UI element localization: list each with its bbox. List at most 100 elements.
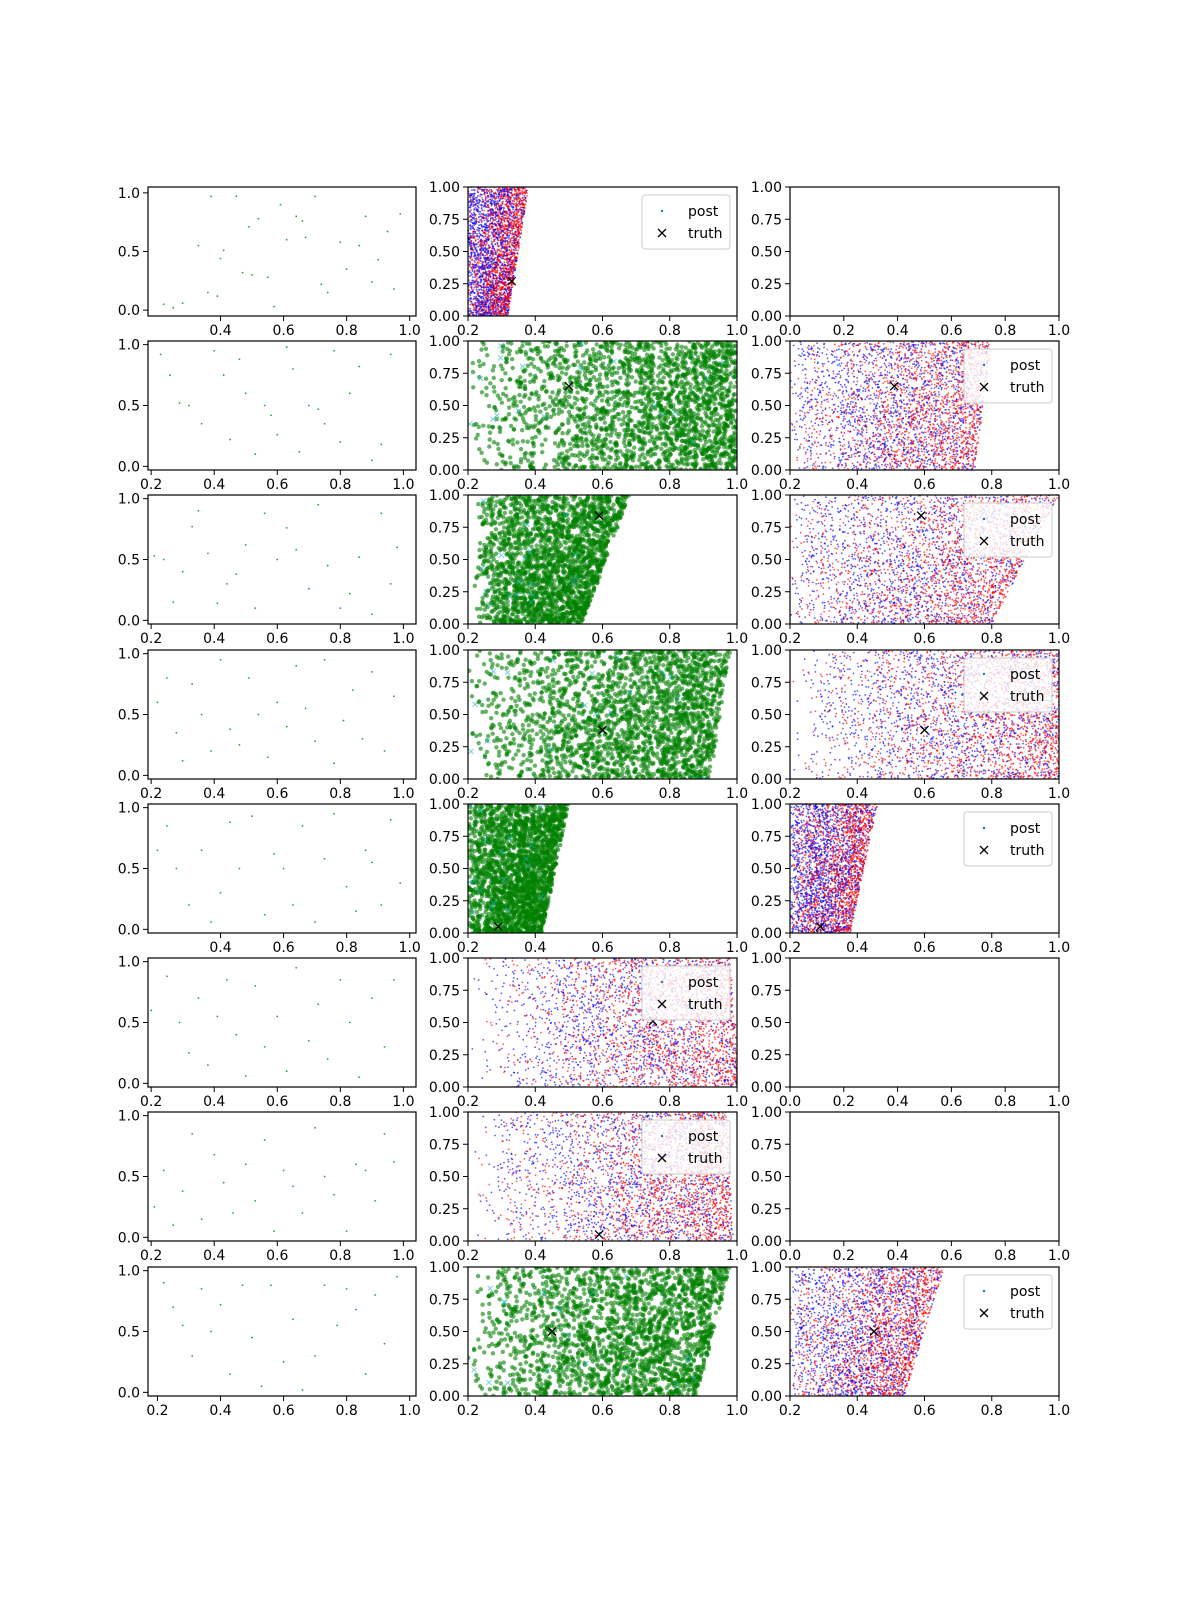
posterior-point — [482, 309, 485, 311]
posterior-point — [506, 298, 509, 301]
posterior-point — [497, 311, 500, 314]
posterior-point — [513, 252, 516, 254]
sample-point — [705, 406, 710, 412]
sample-point — [660, 357, 665, 363]
sample-point — [712, 445, 717, 450]
posterior-point — [496, 195, 498, 198]
sample-point — [657, 355, 662, 360]
posterior-point — [471, 268, 474, 271]
posterior-point — [495, 196, 497, 199]
posterior-point — [490, 190, 493, 193]
posterior-point — [500, 221, 502, 224]
posterior-point — [473, 192, 476, 195]
posterior-point — [508, 293, 510, 296]
posterior-point — [504, 225, 507, 228]
posterior-point — [477, 300, 480, 303]
posterior-point — [491, 255, 494, 258]
sample-point — [520, 343, 525, 349]
posterior-point — [482, 266, 484, 269]
posterior-point — [519, 206, 522, 209]
posterior-point — [493, 204, 496, 207]
sample-point — [522, 383, 528, 389]
data-point — [301, 220, 304, 222]
posterior-point — [477, 254, 480, 257]
posterior-point — [510, 192, 512, 195]
sample-point — [484, 353, 490, 358]
posterior-point — [469, 260, 471, 263]
sample-point — [477, 446, 482, 452]
posterior-point — [487, 196, 489, 199]
sample-point — [650, 399, 656, 405]
posterior-point — [501, 283, 504, 285]
posterior-point — [480, 207, 483, 210]
posterior-point — [510, 221, 513, 224]
posterior-point — [491, 311, 494, 314]
sample-point — [535, 404, 541, 409]
posterior-point — [517, 228, 519, 231]
posterior-point — [508, 269, 511, 272]
posterior-point — [492, 219, 495, 222]
posterior-point — [488, 192, 491, 194]
posterior-point — [495, 204, 498, 207]
posterior-point — [470, 240, 473, 242]
posterior-point — [502, 195, 505, 198]
posterior-point — [495, 233, 498, 235]
posterior-point — [506, 271, 509, 274]
posterior-point — [504, 287, 507, 290]
posterior-point — [499, 205, 502, 208]
posterior-point — [507, 227, 510, 230]
posterior-point — [507, 302, 510, 305]
sample-point — [522, 419, 527, 425]
posterior-point — [495, 265, 498, 268]
sample-point — [623, 342, 628, 348]
posterior-point — [499, 273, 502, 276]
sample-point — [567, 394, 572, 400]
sample-point — [699, 423, 705, 429]
posterior-point — [492, 196, 495, 199]
posterior-point — [494, 289, 497, 292]
sample-point — [525, 458, 531, 463]
posterior-point — [524, 199, 527, 202]
posterior-point — [469, 248, 472, 251]
posterior-point — [475, 200, 478, 203]
sample-point — [654, 424, 659, 429]
posterior-point — [504, 196, 507, 198]
sample-point — [623, 444, 628, 449]
data-point — [263, 404, 266, 407]
posterior-point — [507, 279, 509, 282]
sample-point — [706, 433, 712, 438]
posterior-point — [474, 284, 476, 286]
posterior-point — [470, 254, 473, 256]
posterior-point — [481, 264, 484, 267]
posterior-point — [477, 286, 480, 288]
posterior-point — [503, 193, 506, 196]
sample-point — [646, 400, 652, 405]
posterior-point — [471, 225, 474, 228]
posterior-point — [495, 237, 498, 240]
sample-point — [667, 446, 673, 451]
posterior-point — [496, 256, 499, 258]
posterior-point — [506, 252, 509, 255]
posterior-point — [475, 289, 478, 291]
posterior-point — [507, 308, 510, 311]
posterior-point — [485, 274, 488, 277]
posterior-point — [506, 218, 509, 220]
posterior-point — [515, 195, 518, 198]
sample-point — [563, 404, 568, 410]
x-tick-label: 0.2 — [833, 323, 855, 339]
sample-point — [668, 400, 673, 405]
y-tick-label: 0.50 — [751, 245, 782, 261]
posterior-point — [484, 302, 486, 305]
posterior-point — [485, 288, 488, 291]
sample-point — [620, 403, 625, 408]
posterior-point — [510, 283, 513, 286]
sample-point — [608, 439, 613, 445]
posterior-point — [517, 188, 520, 191]
posterior-point — [486, 282, 489, 285]
posterior-point — [521, 212, 524, 215]
posterior-point — [489, 260, 492, 263]
posterior-point — [517, 232, 520, 235]
posterior-point — [507, 313, 509, 316]
posterior-point — [473, 195, 475, 198]
posterior-point — [501, 288, 504, 291]
